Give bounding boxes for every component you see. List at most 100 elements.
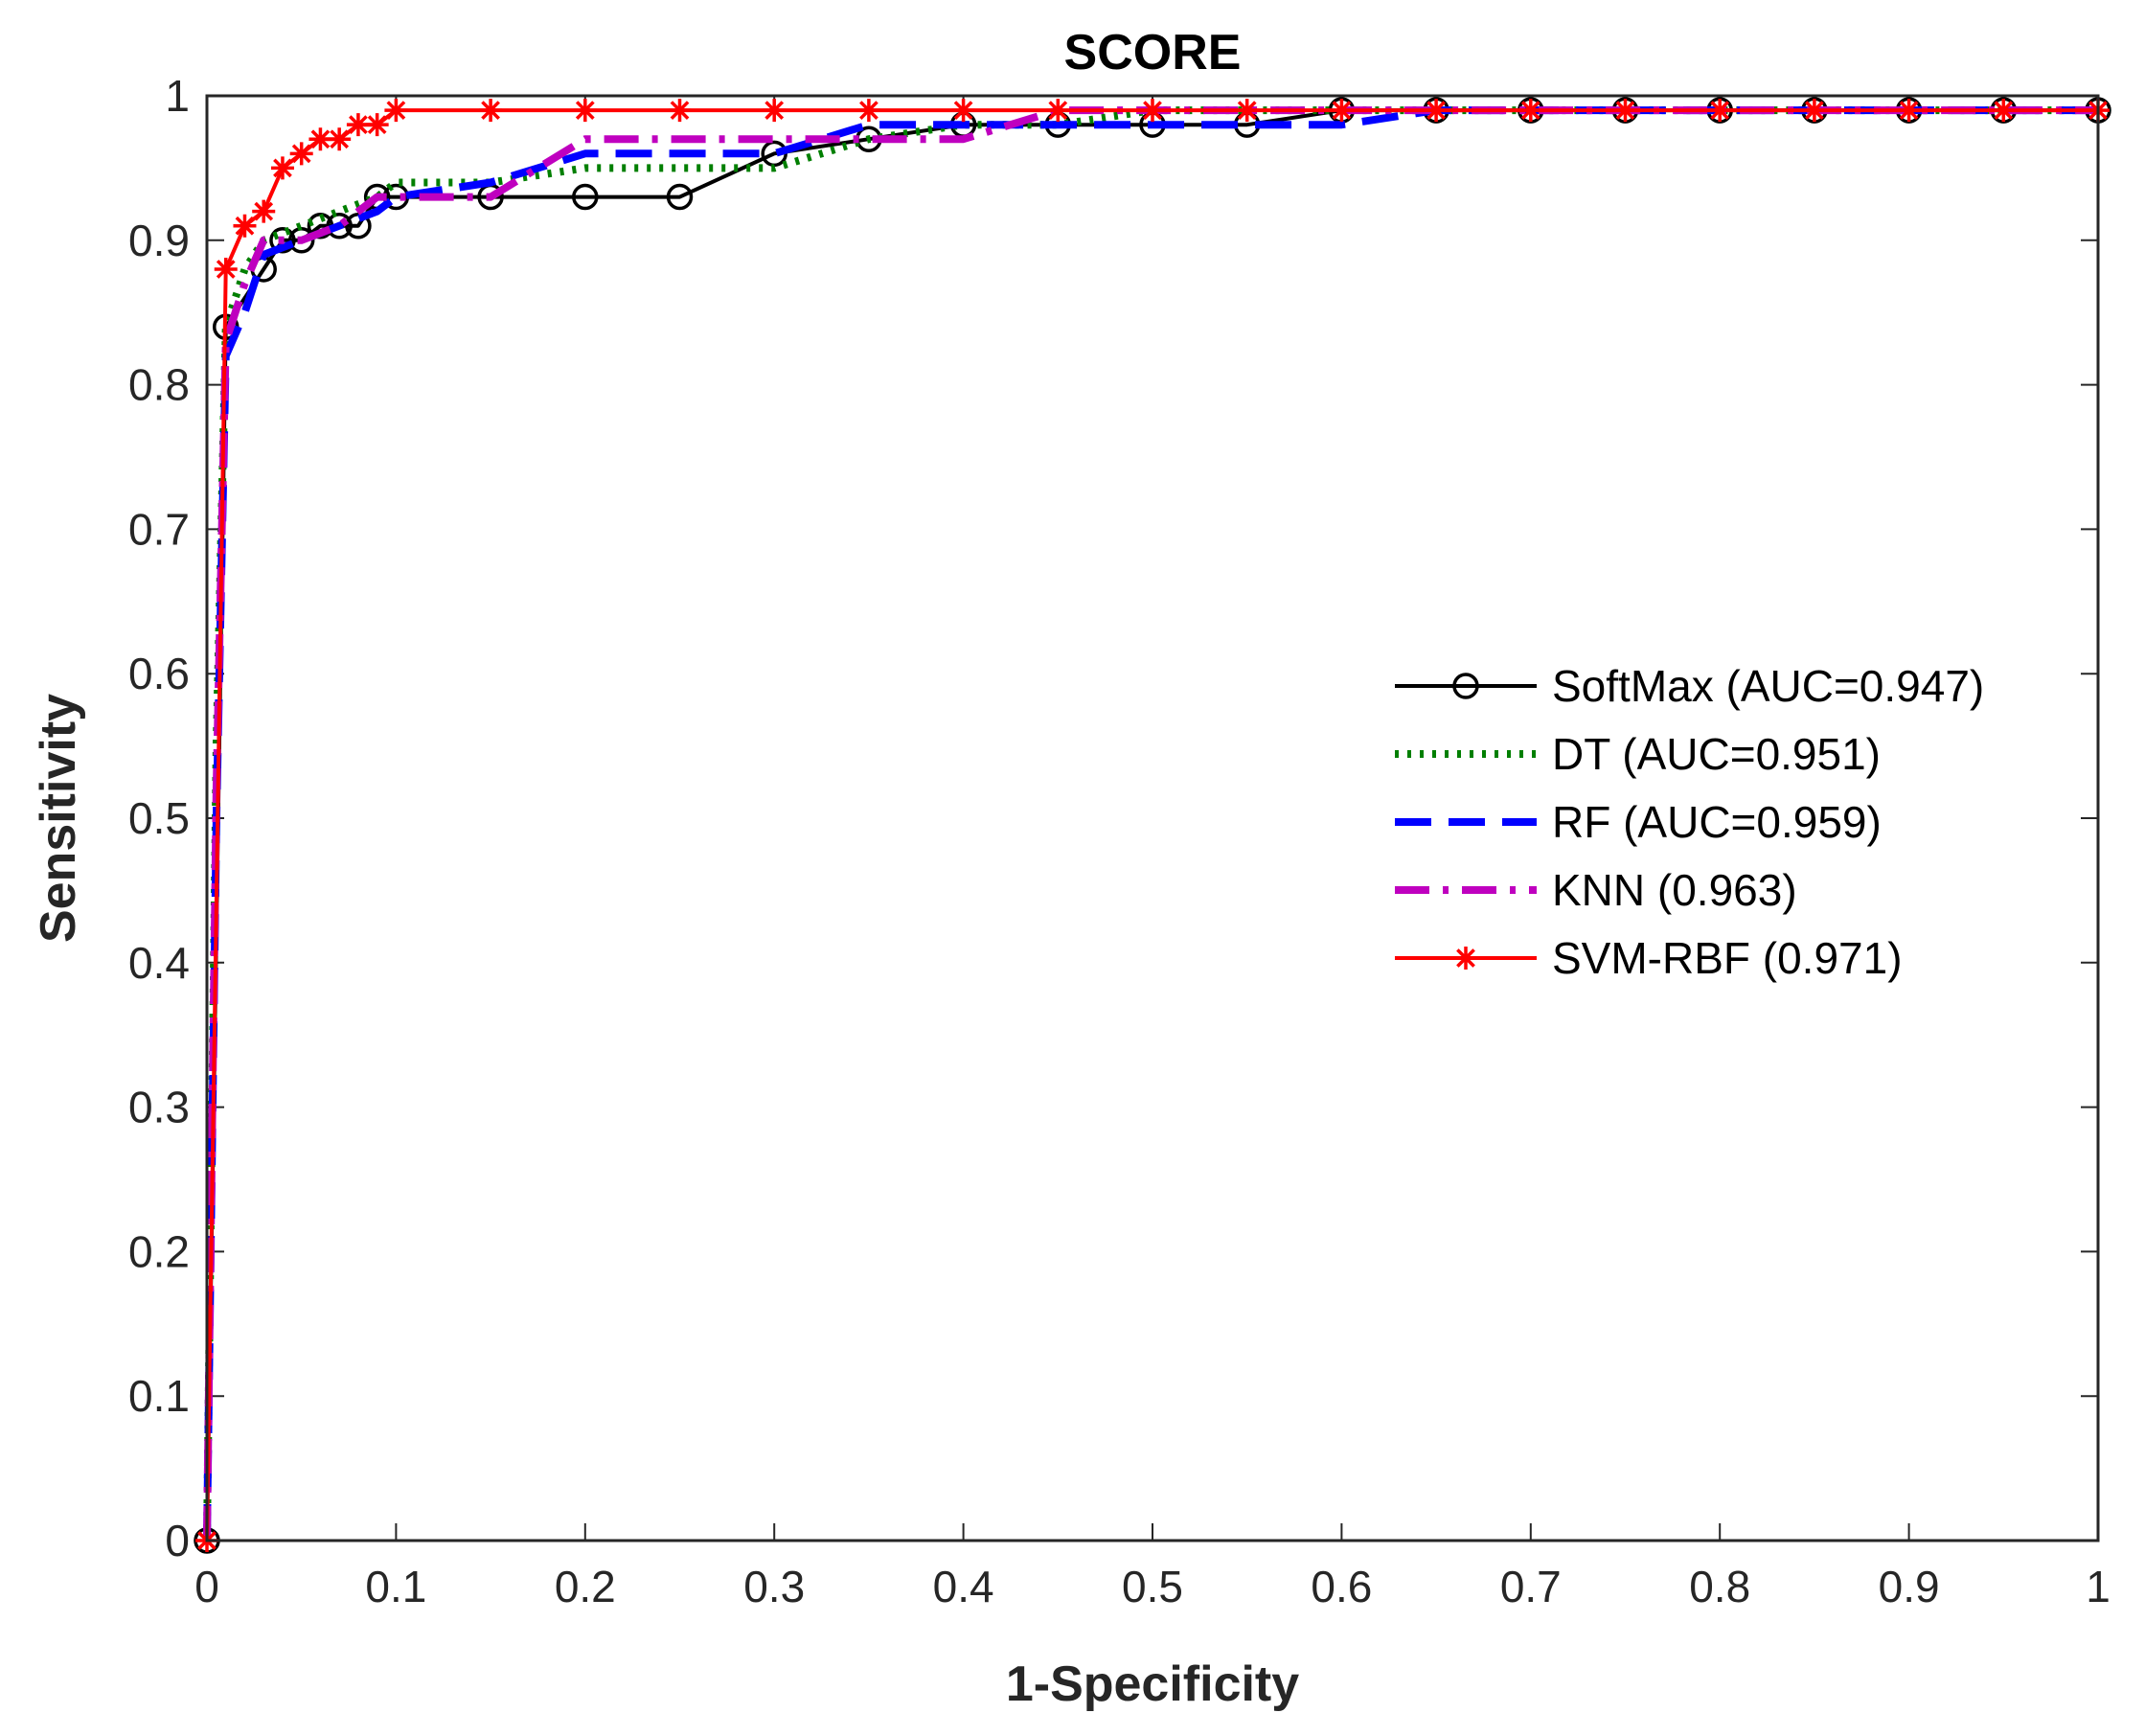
data-point-shape [856, 99, 880, 123]
y-tick-label: 0.2 [128, 1226, 190, 1276]
data-point-shape [233, 214, 257, 238]
x-tick-label: 0.1 [365, 1562, 426, 1611]
y-tick-label: 0.9 [128, 216, 190, 265]
series-line-2 [203, 106, 2098, 1542]
legend-label-2: RF (AUC=0.959) [1552, 797, 1882, 847]
x-tick-label: 1 [2086, 1562, 2111, 1611]
y-tick-label: 1 [165, 71, 190, 121]
data-point-shape [346, 113, 370, 137]
legend-label-4: SVM-RBF (0.971) [1552, 933, 1903, 983]
data-point-shape [1897, 99, 1921, 123]
data-point [1425, 99, 1449, 123]
data-point [233, 214, 257, 238]
y-tick-label: 0.4 [128, 938, 190, 988]
data-point [289, 142, 313, 166]
x-axis-label: 1-Specificity [1006, 1656, 1299, 1712]
y-axis-label: Sensitivity [31, 694, 86, 943]
data-point-shape [1708, 99, 1732, 123]
series-2 [203, 106, 2098, 1542]
x-tick-label: 0.9 [1879, 1562, 1940, 1611]
data-point [346, 113, 370, 137]
data-point [308, 127, 332, 151]
data-point [214, 257, 238, 281]
data-point-shape [289, 142, 313, 166]
data-point [1141, 99, 1164, 123]
x-tick-label: 0.3 [743, 1562, 805, 1611]
legend: SoftMax (AUC=0.947) DT (AUC=0.951) RF (AUC… [1372, 637, 2052, 988]
data-point [270, 156, 294, 180]
data-point [668, 99, 692, 123]
data-point [1046, 99, 1070, 123]
data-point-shape [1425, 99, 1449, 123]
data-point [479, 99, 503, 123]
data-point [1802, 99, 1826, 123]
data-point [666, 183, 694, 211]
data-point [365, 113, 389, 137]
data-point [1235, 99, 1259, 123]
data-point-shape [763, 99, 787, 123]
data-point-shape [270, 156, 294, 180]
chart-title: SCORE [1064, 25, 1242, 80]
x-tick-label: 0.7 [1500, 1562, 1562, 1611]
data-point-shape [1518, 99, 1542, 123]
x-tick-label: 0.5 [1122, 1562, 1183, 1611]
data-point-shape [1802, 99, 1826, 123]
data-point [573, 99, 597, 123]
y-tick-label: 0.5 [128, 793, 190, 843]
data-point-shape [951, 99, 975, 123]
data-point [269, 227, 296, 254]
legend-box [1372, 637, 2052, 988]
data-point [1708, 99, 1732, 123]
data-point-shape [214, 257, 238, 281]
data-point [572, 183, 599, 211]
data-point-shape [308, 127, 332, 151]
data-point [1330, 99, 1354, 123]
x-tick-label: 0 [194, 1562, 219, 1611]
data-point-shape [252, 199, 276, 223]
data-point [1897, 99, 1921, 123]
data-point [384, 99, 408, 123]
data-point-shape [365, 113, 389, 137]
data-point [763, 99, 787, 123]
data-point [1518, 99, 1542, 123]
data-point-shape [668, 99, 692, 123]
data-point-shape [384, 99, 408, 123]
legend-label-3: KNN (0.963) [1552, 865, 1797, 915]
data-point [252, 199, 276, 223]
data-point-shape [1992, 99, 2016, 123]
data-point-shape [1330, 99, 1354, 123]
data-point [328, 127, 352, 151]
data-point-shape [328, 127, 352, 151]
data-point-shape [573, 99, 597, 123]
y-tick-label: 0.1 [128, 1371, 190, 1421]
data-point-shape [1141, 99, 1164, 123]
data-point [326, 212, 353, 240]
y-tick-label: 0.3 [128, 1083, 190, 1132]
plot-frame [205, 94, 2100, 1542]
ticks-layer: 0 0.1 0.2 0.3 0.4 0.5 0.6 0.7 0.8 0.9 1 0 0.1 0.2 0.3 0… [128, 71, 2111, 1611]
y-tick-label: 0.7 [128, 504, 190, 554]
data-point [1992, 99, 2016, 123]
x-tick-label: 0.4 [933, 1562, 994, 1611]
data-point-shape [1235, 99, 1259, 123]
data-point [951, 99, 975, 123]
x-tick-label: 0.2 [555, 1562, 616, 1611]
legend-label-1: DT (AUC=0.951) [1552, 729, 1881, 779]
legend-label-0: SoftMax (AUC=0.947) [1552, 661, 1984, 711]
legend-marker-0 [1452, 673, 1479, 699]
data-point-shape [479, 99, 503, 123]
data-point-shape [1046, 99, 1070, 123]
x-tick-label: 0.6 [1311, 1562, 1372, 1611]
data-point [1613, 99, 1637, 123]
data-point [856, 99, 880, 123]
data-point [345, 212, 372, 240]
x-tick-label: 0.8 [1689, 1562, 1750, 1611]
legend-marker-4 [1454, 947, 1477, 970]
series-layer [194, 97, 2111, 1554]
series-4 [195, 99, 2110, 1552]
y-tick-label: 0.6 [128, 649, 190, 698]
legend-marker-4-shape [1454, 947, 1477, 970]
y-tick-label: 0 [165, 1516, 190, 1565]
y-tick-label: 0.8 [128, 360, 190, 410]
